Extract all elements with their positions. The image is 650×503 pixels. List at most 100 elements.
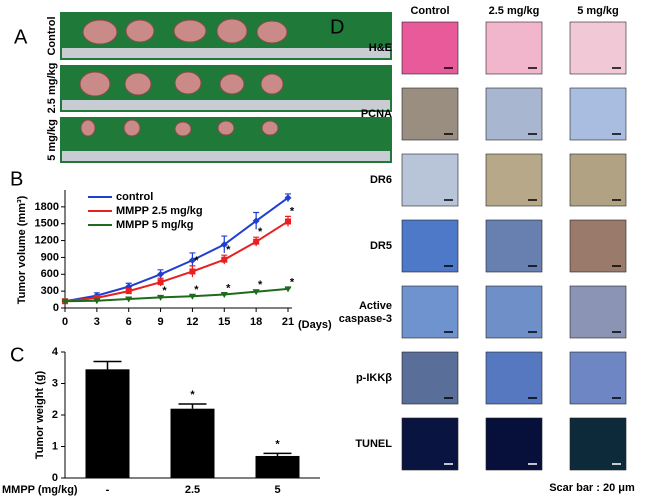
marker xyxy=(284,286,292,293)
y-tick-label: 4 xyxy=(52,346,59,358)
significance-star: * xyxy=(190,389,195,401)
micrograph xyxy=(569,285,627,339)
y-tick-label: 900 xyxy=(41,251,59,263)
significance-star: * xyxy=(275,438,280,450)
error-bar xyxy=(93,360,122,370)
marker xyxy=(284,194,292,202)
row-label: DR5 xyxy=(370,240,392,252)
significance-star: * xyxy=(226,282,231,294)
marker xyxy=(252,217,260,225)
marker xyxy=(61,298,69,305)
marker xyxy=(220,241,228,249)
bar xyxy=(170,408,215,478)
y-tick-label: 1500 xyxy=(35,218,59,230)
panel-label: A xyxy=(14,26,28,48)
y-tick-label: 0 xyxy=(53,302,59,314)
row-label: 5 mg/kg xyxy=(46,119,58,161)
x-tick-label: 21 xyxy=(282,316,294,328)
marker xyxy=(188,293,196,300)
marker xyxy=(125,288,132,295)
legend-label: MMPP 2.5 mg/kg xyxy=(116,205,203,217)
marker xyxy=(125,296,133,303)
x-tick-label: 12 xyxy=(186,316,198,328)
row-label: 2.5 mg/kg xyxy=(46,63,58,114)
marker xyxy=(93,294,100,301)
significance-star: * xyxy=(290,205,295,217)
micrograph xyxy=(401,153,459,207)
error-bar xyxy=(178,403,207,409)
row-label: Active caspase-3 xyxy=(339,300,392,325)
y-tick-label: 1 xyxy=(52,440,58,452)
y-axis-label: Tumor weight (g) xyxy=(34,370,46,459)
y-tick-label: 2 xyxy=(52,409,58,421)
significance-star: * xyxy=(194,284,199,296)
row-label: p-IKKβ xyxy=(356,372,392,384)
marker xyxy=(188,256,196,264)
x-tick-label: 9 xyxy=(158,316,164,328)
significance-star: * xyxy=(162,285,167,297)
panel-label: B xyxy=(10,168,23,190)
column-label: Control xyxy=(410,5,449,17)
scale-note: Scar bar : 20 μm xyxy=(549,482,635,494)
x-tick-label: 6 xyxy=(126,316,132,328)
x-tick-label: 3 xyxy=(94,316,100,328)
x-tick-label: 18 xyxy=(250,316,262,328)
line xyxy=(64,197,289,303)
marker xyxy=(253,238,260,245)
x-tick-label: - xyxy=(106,484,110,496)
marker xyxy=(157,270,165,278)
x-axis-unit: (Days) xyxy=(298,319,332,331)
error-bar xyxy=(263,452,292,456)
micrograph xyxy=(401,417,459,471)
row-label: DR6 xyxy=(370,174,392,186)
y-tick-label: 300 xyxy=(41,285,59,297)
y-tick-label: 0 xyxy=(52,472,58,484)
y-tick-label: 1200 xyxy=(35,234,59,246)
marker xyxy=(93,298,101,305)
bar xyxy=(85,369,130,478)
significance-star: * xyxy=(258,279,263,291)
significance-star: * xyxy=(290,277,295,289)
significance-star: * xyxy=(258,226,263,238)
marker xyxy=(285,218,291,225)
legend-label: MMPP 5 mg/kg xyxy=(116,219,193,231)
micrograph xyxy=(485,87,543,141)
significance-star: * xyxy=(194,255,199,267)
column-label: 5 mg/kg xyxy=(577,5,619,17)
marker xyxy=(189,268,196,275)
micrograph xyxy=(569,351,627,405)
micrograph xyxy=(401,351,459,405)
y-tick-label: 1800 xyxy=(35,201,59,213)
legend-label: control xyxy=(116,191,153,203)
micrograph xyxy=(401,87,459,141)
row-label: TUNEL xyxy=(355,438,392,450)
micrograph xyxy=(569,87,627,141)
significance-star: * xyxy=(226,244,231,256)
row-label: Control xyxy=(46,16,58,55)
micrograph xyxy=(485,153,543,207)
y-tick-label: 600 xyxy=(41,268,59,280)
marker xyxy=(157,294,165,301)
y-axis-label: Tumor volume (mm³) xyxy=(16,195,28,304)
x-tick-label: 0 xyxy=(62,316,68,328)
line xyxy=(64,220,289,303)
bar xyxy=(255,455,300,478)
x-axis-label: MMPP (mg/kg) xyxy=(2,484,78,496)
panel-label: D xyxy=(330,16,344,38)
y-tick-label: 3 xyxy=(52,377,58,389)
x-tick-label: 5 xyxy=(274,484,280,496)
micrograph xyxy=(569,21,627,75)
micrograph xyxy=(485,21,543,75)
micrograph xyxy=(401,21,459,75)
micrograph xyxy=(401,285,459,339)
marker xyxy=(220,292,228,299)
micrograph xyxy=(569,417,627,471)
column-label: 2.5 mg/kg xyxy=(489,5,540,17)
micrograph xyxy=(485,219,543,273)
micrograph xyxy=(485,417,543,471)
x-tick-label: 15 xyxy=(218,316,230,328)
marker xyxy=(157,279,164,286)
micrograph xyxy=(401,219,459,273)
row-label: H&E xyxy=(369,42,392,54)
